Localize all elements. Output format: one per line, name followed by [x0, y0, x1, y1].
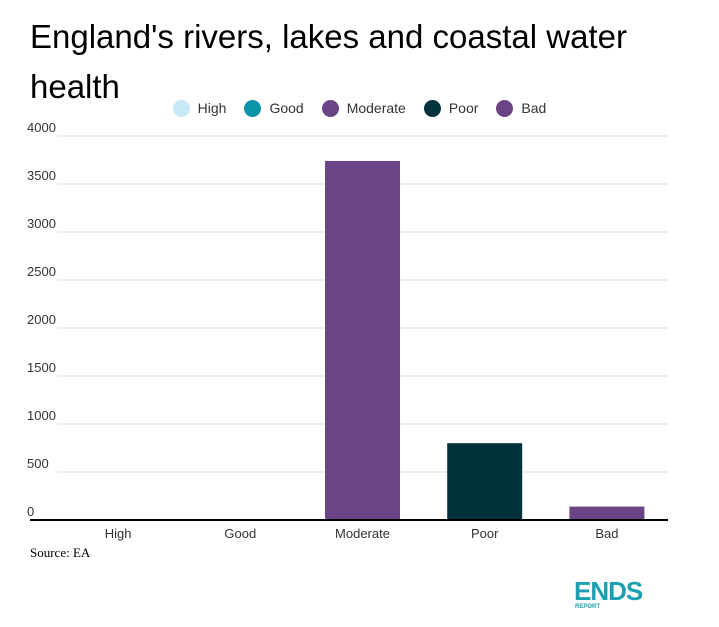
y-tick-label: 500 [27, 456, 49, 471]
x-tick-label-bad: Bad [595, 526, 618, 541]
y-tick-label: 3000 [27, 216, 56, 231]
legend-swatch-moderate [321, 99, 339, 117]
x-tick-label-poor: Poor [471, 526, 499, 541]
y-tick-label: 2000 [27, 312, 56, 327]
legend-label-bad: Bad [521, 100, 547, 116]
x-tick-label-good: Good [224, 526, 256, 541]
legend-swatch-bad [496, 99, 514, 117]
bar-poor[interactable] [447, 443, 523, 520]
legend-swatch-poor [423, 99, 441, 117]
legend-label-moderate: Moderate [346, 100, 406, 116]
chart-title: England's rivers, lakes and coastal wate… [30, 18, 627, 105]
chart-legend: High Good Moderate Poor Bad [0, 98, 719, 118]
ends-report-logo: ENDS REPORT [574, 578, 644, 610]
bars [325, 160, 645, 520]
legend-label-poor: Poor [448, 100, 479, 116]
source-note: Source: EA [30, 545, 91, 560]
bar-moderate[interactable] [325, 160, 400, 520]
legend-item-bad[interactable]: Bad [496, 99, 547, 117]
legend-item-high[interactable]: High [172, 99, 227, 117]
x-tick-label-moderate: Moderate [335, 526, 390, 541]
y-axis-ticks: 0 500 1000 1500 2000 2500 3000 3500 4000 [27, 120, 56, 519]
x-tick-label-high: High [105, 526, 132, 541]
legend-item-moderate[interactable]: Moderate [321, 99, 406, 117]
legend-item-poor[interactable]: Poor [423, 99, 479, 117]
y-tick-label: 1500 [27, 360, 56, 375]
y-tick-label: 1000 [27, 408, 56, 423]
bar-bad[interactable] [569, 506, 645, 520]
x-axis-ticks: High Good Moderate Poor Bad [105, 526, 619, 541]
legend-swatch-good [244, 99, 262, 117]
y-tick-label: 4000 [27, 120, 56, 135]
y-tick-label: 0 [27, 504, 34, 519]
y-tick-label: 3500 [27, 168, 56, 183]
y-tick-label: 2500 [27, 264, 56, 279]
legend-item-good[interactable]: Good [244, 99, 304, 117]
legend-label-good: Good [269, 100, 304, 116]
legend-swatch-high [172, 99, 190, 117]
svg-text:ENDS: ENDS [574, 578, 643, 606]
legend-label-high: High [197, 100, 227, 116]
svg-text:REPORT: REPORT [575, 604, 600, 610]
